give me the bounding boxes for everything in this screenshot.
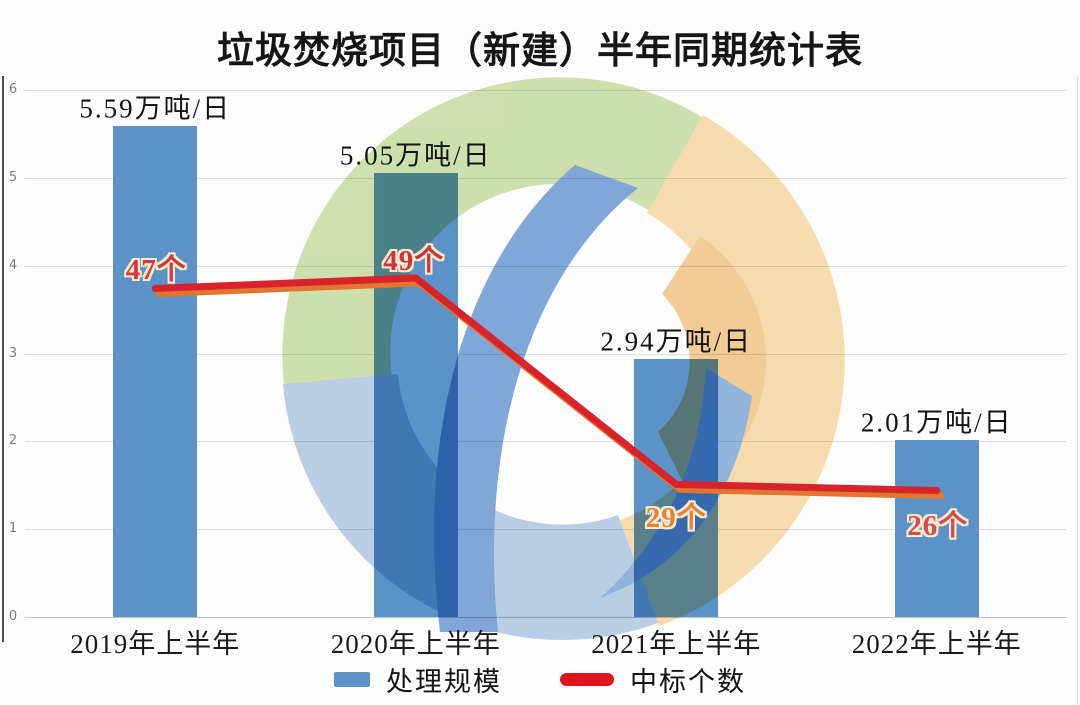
legend-line-swatch-icon — [560, 673, 614, 686]
legend-bar-label: 处理规模 — [386, 667, 502, 697]
chart-title: 垃圾焚烧项目（新建）半年同期统计表 — [217, 31, 863, 72]
line-value-label-2022年上半年: 26个 — [907, 509, 969, 542]
legend-bar-swatch-icon — [334, 672, 370, 687]
line-value-label-2021年上半年: 29个 — [645, 502, 707, 535]
x-axis-label-2021年上半年: 2021年上半年 — [591, 629, 762, 659]
legend-line-label: 中标个数 — [630, 667, 746, 697]
x-axis-label-2022年上半年: 2022年上半年 — [851, 629, 1022, 659]
y-tick-label-4: 4 — [8, 257, 18, 273]
x-axis-layer: 2019年上半年 2020年上半年 2021年上半年 2022年上半年 — [0, 622, 1080, 659]
y-tick-label-3: 3 — [8, 345, 18, 361]
bar-value-label-2021年上半年: 2.94万吨/日 — [600, 326, 753, 357]
bar-value-label-2022年上半年: 2.01万吨/日 — [860, 407, 1013, 438]
y-tick-label-6: 6 — [8, 82, 18, 97]
bar-value-label-2019年上半年: 5.59万吨/日 — [79, 93, 232, 124]
legend-item-line: 中标个数 — [560, 660, 746, 699]
legend: 处理规模 中标个数 — [0, 660, 1080, 699]
y-tick-label-2: 2 — [8, 433, 18, 449]
right-edge-line — [1077, 76, 1078, 705]
x-axis-label-2020年上半年: 2020年上半年 — [330, 629, 501, 659]
legend-item-bars: 处理规模 — [334, 660, 502, 699]
line-value-label-2019年上半年: 47个 — [125, 253, 187, 286]
y-tick-label-1: 1 — [8, 521, 18, 537]
bar-value-label-2020年上半年: 5.05万吨/日 — [339, 140, 492, 171]
x-axis-label-2019年上半年: 2019年上半年 — [70, 629, 241, 659]
y-tick-label-0: 0 — [8, 609, 18, 624]
y-tick-label-5: 5 — [8, 169, 18, 185]
y-axis-line — [2, 76, 4, 642]
line-value-label-2020年上半年: 49个 — [383, 244, 445, 277]
